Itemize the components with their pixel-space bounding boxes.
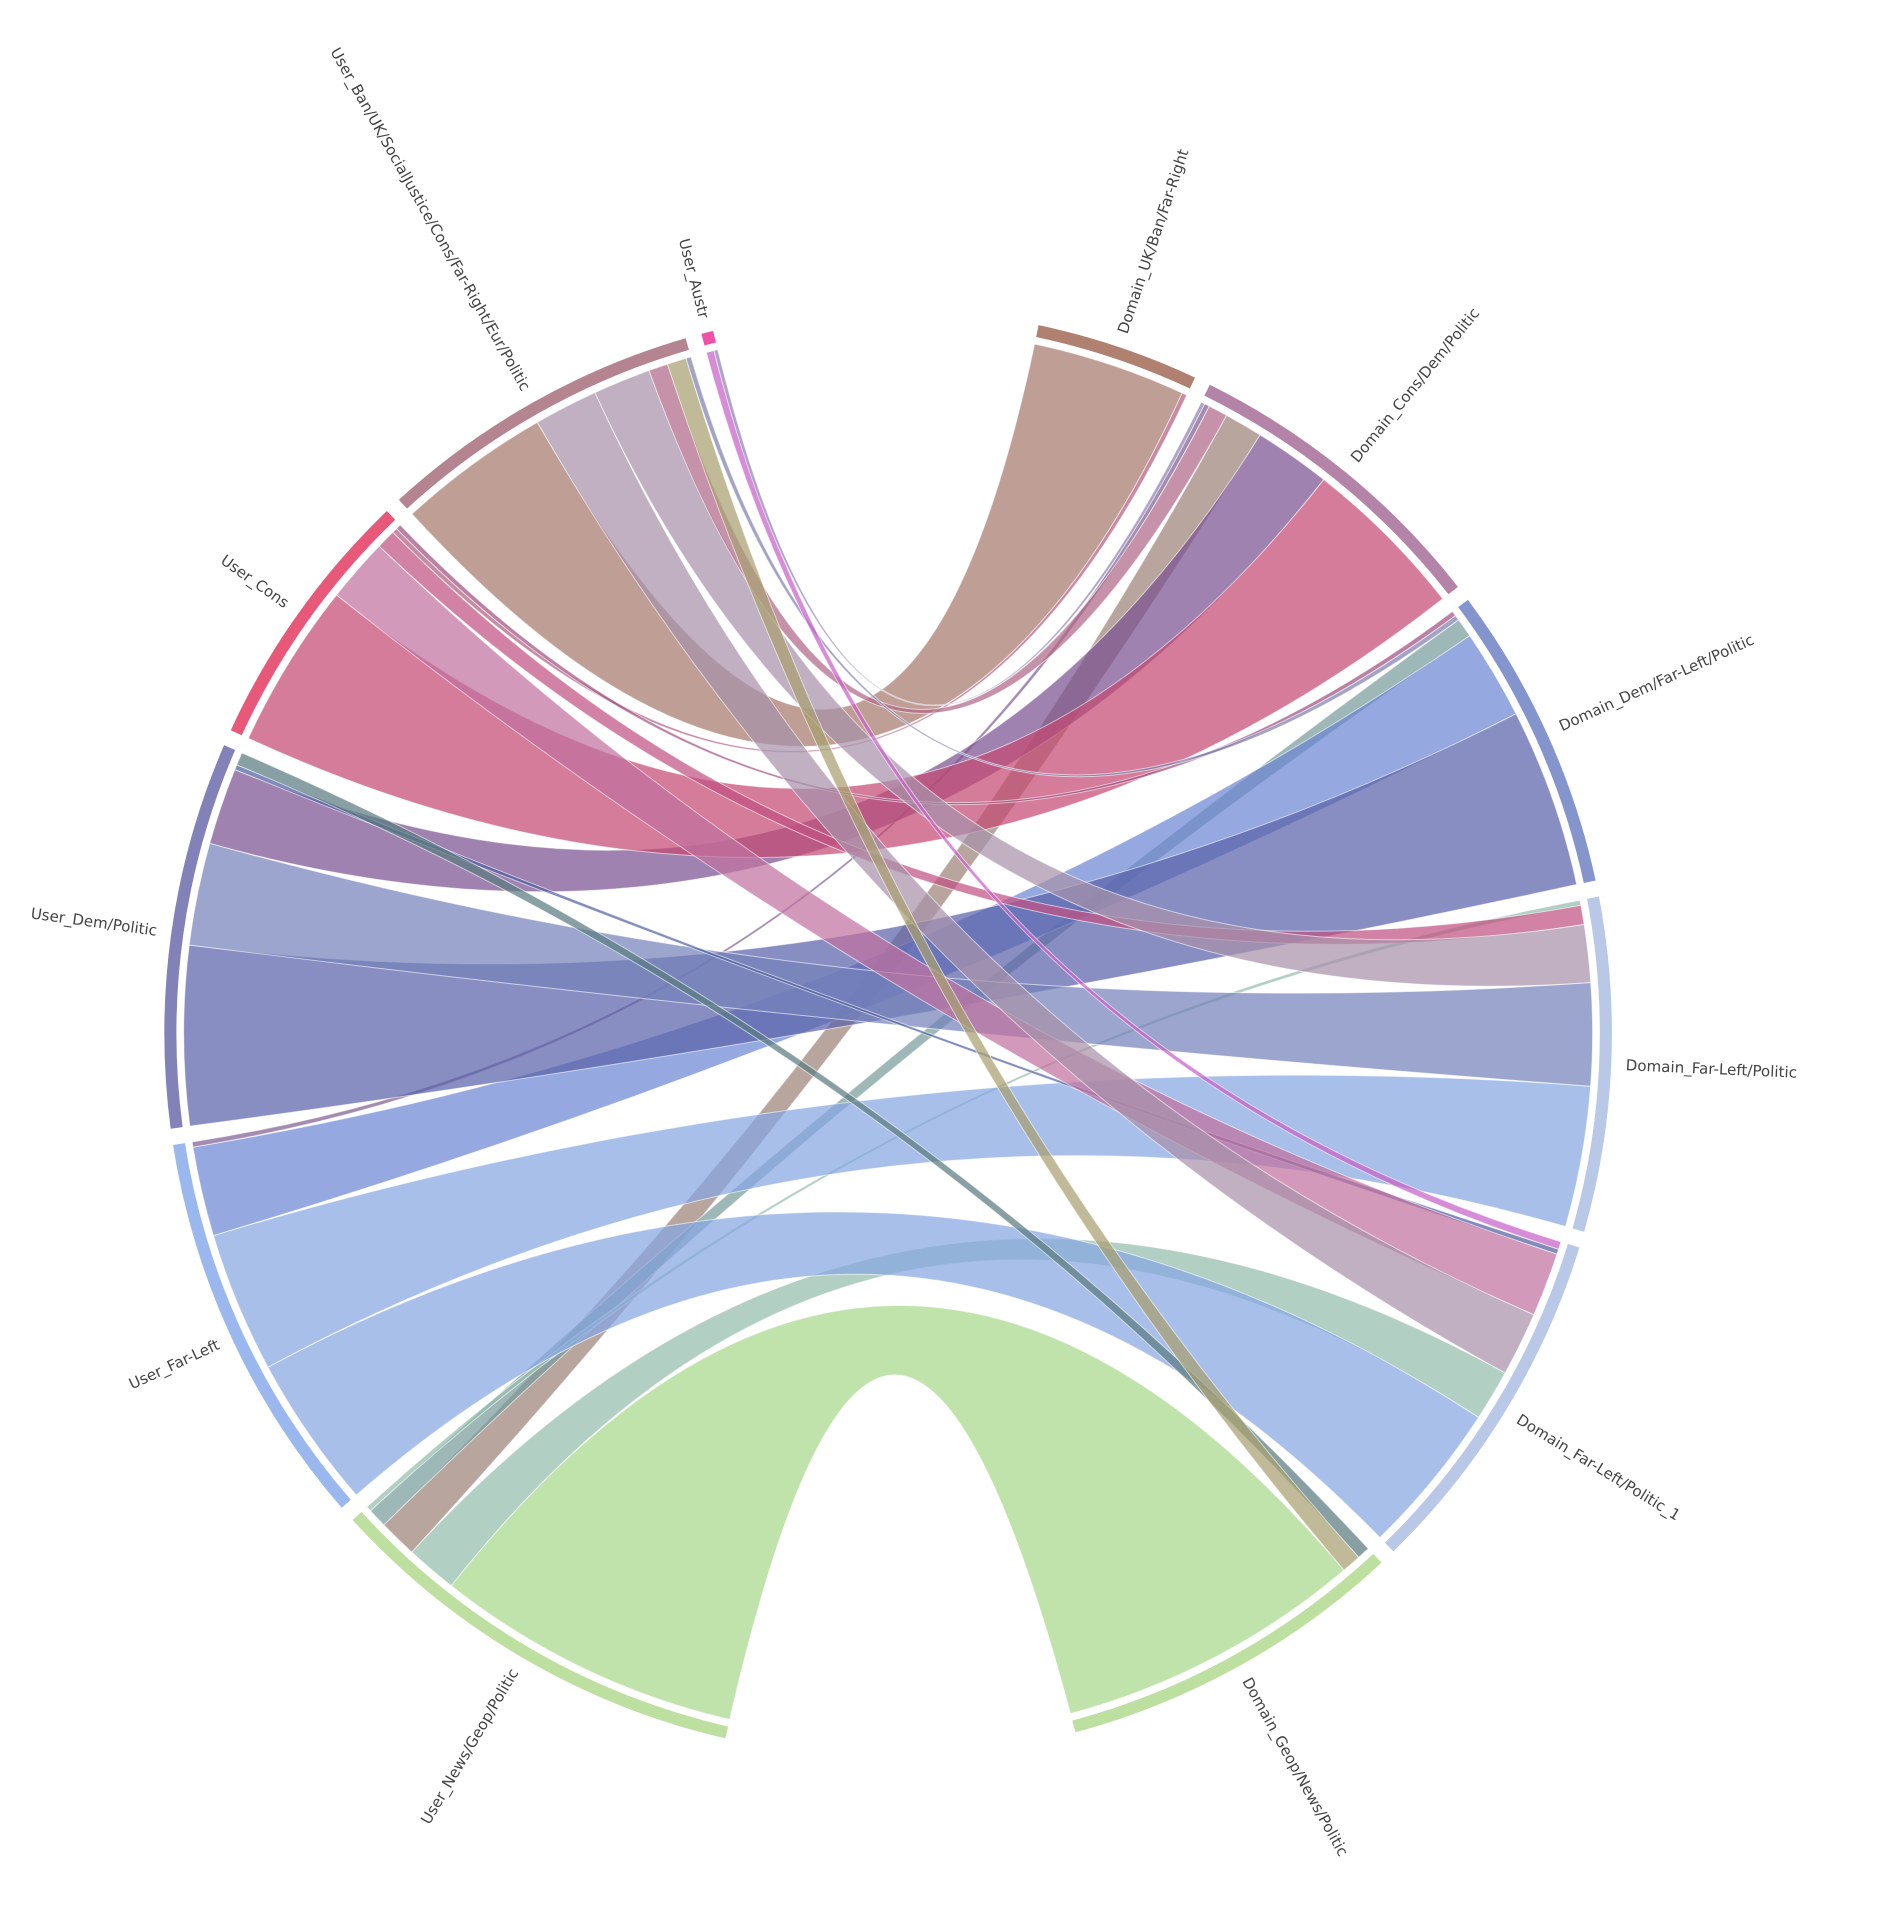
ribbon-user-cons-to-domain-dem-far-left-politic[interactable] xyxy=(395,524,1457,806)
node-arc-domain-far-left-politic-1[interactable] xyxy=(1384,1243,1580,1552)
node-label-domain-dem-far-left-politic: Domain_Dem/Far-Left/Politic xyxy=(1556,631,1757,736)
ribbons xyxy=(183,343,1594,1721)
node-arc-user-ban-uk-socialjustice-cons-far-right-eur-politic[interactable] xyxy=(398,338,689,509)
node-arc-user-cons[interactable] xyxy=(230,510,396,736)
node-label-domain-geop-news-politic: Domain_Geop/News/Politic xyxy=(1238,1674,1352,1859)
node-label-user-dem-politic: User_Dem/Politic xyxy=(30,904,159,940)
node-label-user-far-left: User_Far-Left xyxy=(126,1336,223,1394)
node-arc-user-far-left[interactable] xyxy=(173,1143,351,1508)
node-arc-user-dem-politic[interactable] xyxy=(164,745,236,1129)
node-arc-domain-geop-news-politic[interactable] xyxy=(1072,1553,1382,1733)
ribbon-user-austr-to-domain-far-left-politic-1[interactable] xyxy=(705,349,1562,1250)
node-label-user-news-geop-politic: User_News/Geop/Politic xyxy=(417,1665,523,1828)
node-label-user-cons: User_Cons xyxy=(217,551,293,612)
node-label-domain-far-left-politic: Domain_Far-Left/Politic xyxy=(1625,1056,1797,1083)
node-arc-domain-far-left-politic[interactable] xyxy=(1572,896,1612,1232)
node-label-user-ban-uk-socialjustice-cons-far-right-eur-politic: User_Ban/UK/SocialJustice/Cons/Far-Right… xyxy=(326,45,534,395)
ribbon-user-dem-to-domain-cons-dem-politic[interactable] xyxy=(209,434,1325,893)
node-arc-domain-dem-far-left-politic[interactable] xyxy=(1458,599,1596,884)
node-label-user-austr: User_Austr xyxy=(674,237,713,322)
ribbon-user-ban-to-domain-far-left-politic-1[interactable] xyxy=(536,391,1535,1374)
ribbon-user-far-left-to-domain-far-left-politic-1[interactable] xyxy=(267,1211,1480,1539)
node-arcs xyxy=(164,325,1612,1739)
ribbon-user-far-left-to-domain-dem-far-left-politic[interactable] xyxy=(192,635,1517,1237)
ribbon-user-cons-to-domain-far-left-politic-1[interactable] xyxy=(335,545,1558,1316)
ribbon-user-ban-to-domain-geop-news-politic[interactable] xyxy=(666,357,1360,1571)
ribbon-user-cons-to-domain-far-left-politic[interactable] xyxy=(378,531,1585,945)
node-label-domain-cons-dem-politic: Domain_Cons/Dem/Politic xyxy=(1347,304,1484,466)
ribbon-user-ban-to-domain-dem-far-left-politic[interactable] xyxy=(685,356,1460,778)
node-label-domain-far-left-politic-1: Domain_Far-Left/Politic_1 xyxy=(1513,1411,1684,1526)
node-arc-user-austr[interactable] xyxy=(701,330,716,346)
node-arc-domain-cons-dem-politic[interactable] xyxy=(1204,384,1458,595)
ribbon-user-dem-to-domain-geop-news-politic[interactable] xyxy=(236,752,1369,1559)
node-label-domain-uk-ban-far-right: Domain_UK/Ban/Far-Right xyxy=(1114,147,1194,336)
ribbon-user-austr-to-domain-cons-dem-politic[interactable] xyxy=(713,349,1206,707)
node-arc-domain-uk-ban-far-right[interactable] xyxy=(1036,325,1196,389)
